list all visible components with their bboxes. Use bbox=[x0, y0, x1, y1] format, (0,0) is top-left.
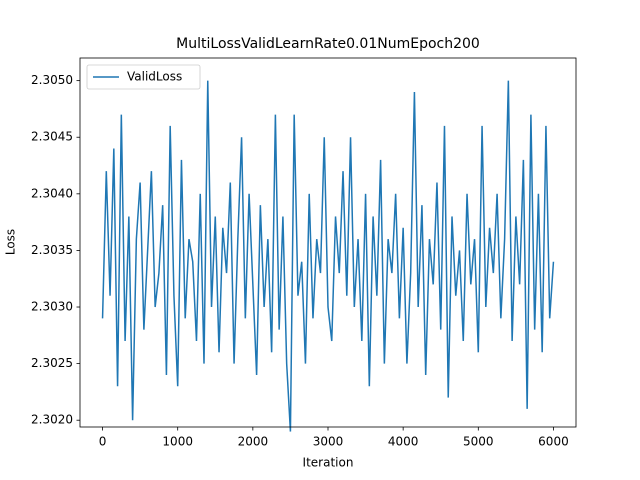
x-tick-label: 3000 bbox=[313, 435, 344, 449]
series-line bbox=[101, 80, 555, 432]
plot-frame bbox=[79, 57, 577, 428]
x-tick-label: 4000 bbox=[388, 435, 419, 449]
x-tick-label: 1000 bbox=[162, 435, 193, 449]
legend-box bbox=[86, 64, 201, 90]
y-tick-label: 2.3050 bbox=[31, 73, 73, 87]
y-tick-label: 2.3030 bbox=[31, 300, 73, 314]
legend-label: ValidLoss bbox=[127, 70, 182, 84]
x-tick-label: 2000 bbox=[238, 435, 269, 449]
y-tick-label: 2.3040 bbox=[31, 186, 73, 200]
y-tick-label: 2.3045 bbox=[31, 130, 73, 144]
x-tick-label: 6000 bbox=[538, 435, 569, 449]
chart-title: MultiLossValidLearnRate0.01NumEpoch200 bbox=[176, 36, 480, 52]
y-tick-label: 2.3020 bbox=[31, 413, 73, 427]
x-axis-label: Iteration bbox=[303, 456, 354, 470]
y-tick-label: 2.3025 bbox=[31, 356, 73, 370]
y-axis-label: Loss bbox=[4, 229, 18, 255]
x-tick-label: 0 bbox=[99, 435, 107, 449]
x-tick-label: 5000 bbox=[463, 435, 494, 449]
y-tick-label: 2.3035 bbox=[31, 243, 73, 257]
